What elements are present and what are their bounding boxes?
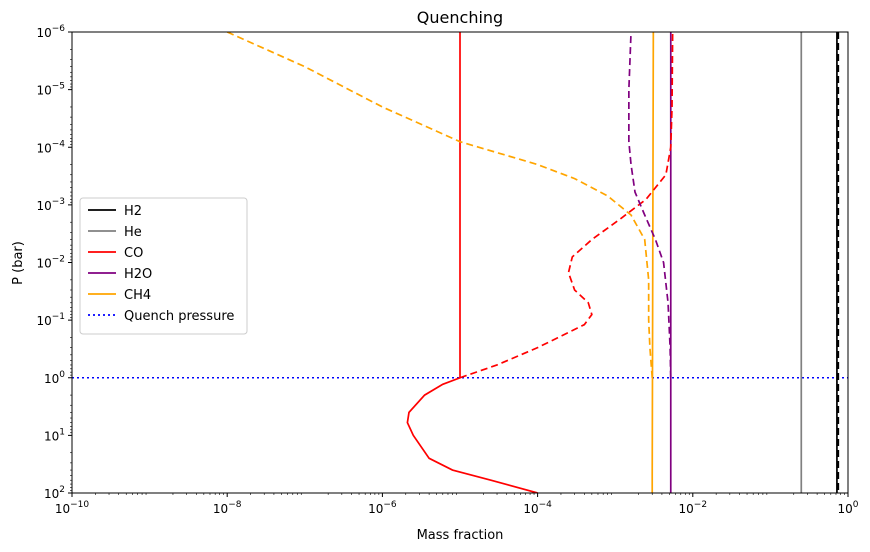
series-line-ch4 (651, 32, 655, 493)
x-tick-label: 10−8 (213, 500, 242, 516)
y-tick-label: 102 (44, 485, 65, 501)
legend-label-he: He (124, 225, 142, 240)
series-line-co (406, 32, 538, 493)
legend-label-h2: H2 (124, 204, 142, 219)
chart-title: Quenching (417, 8, 503, 27)
x-tick-label: 10−2 (679, 500, 708, 516)
y-axis-label: P (bar) (11, 241, 26, 285)
y-tick-label: 10−3 (36, 197, 65, 213)
y-tick-label: 101 (44, 427, 65, 443)
y-tick-label: 10−5 (36, 82, 65, 98)
plot-frame (71, 31, 849, 494)
y-tick-label: 10−6 (36, 24, 65, 40)
series-line-co-dashed (459, 32, 674, 379)
legend-label-co: CO (124, 246, 143, 261)
series-line-h2o-dashed (628, 32, 672, 378)
legend-label-quench-pressure: Quench pressure (124, 309, 234, 324)
legend-box (79, 197, 248, 335)
y-tick-label: 10−1 (36, 312, 65, 328)
plot-area (72, 32, 848, 493)
x-tick-label: 10−10 (55, 500, 90, 516)
y-tick-label: 10−4 (36, 139, 65, 155)
series-line-ch4-dashed (226, 32, 654, 378)
legend-label-ch4: CH4 (124, 288, 151, 303)
legend: H2 He CO H2O CH4 Quench pressure (79, 197, 248, 335)
y-tick-label: 10−2 (36, 255, 65, 271)
y-tick-label: 100 (44, 370, 65, 386)
legend-label-h2o: H2O (124, 267, 152, 282)
x-tick-label: 10−4 (523, 500, 552, 516)
x-tick-label: 100 (837, 500, 858, 516)
x-tick-label: 10−6 (368, 500, 397, 516)
x-axis-label: Mass fraction (417, 528, 504, 543)
